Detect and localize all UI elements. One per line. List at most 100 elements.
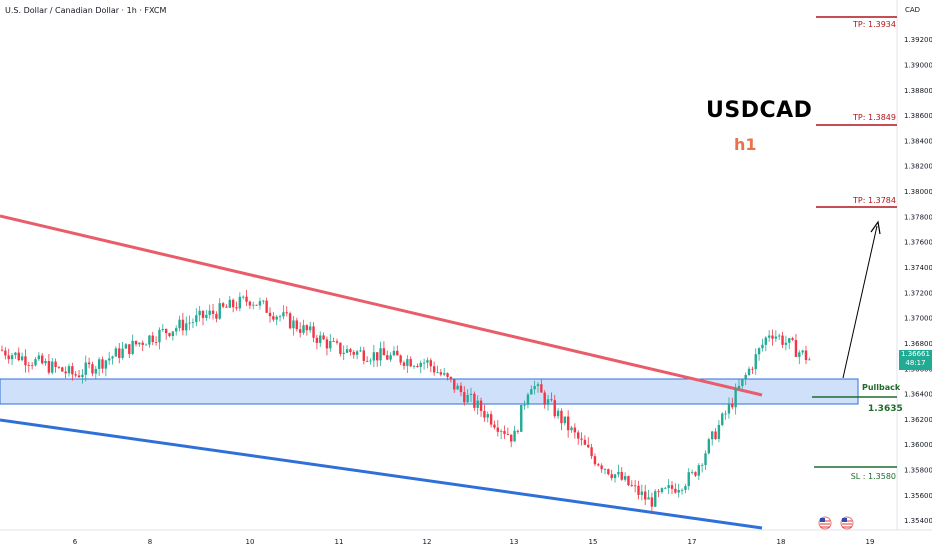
candle-up [262, 300, 265, 302]
candle-down [429, 360, 432, 367]
price-tick-label: 1.38400 [904, 137, 932, 145]
candle-down [560, 410, 563, 424]
candle-up [114, 348, 118, 357]
candle-down [409, 359, 412, 367]
candle-up [754, 354, 757, 370]
candles [0, 289, 811, 515]
candle-down [644, 491, 647, 500]
candle-up [412, 365, 416, 367]
candle-up [51, 361, 54, 373]
candle-up [175, 328, 178, 332]
candle-up [556, 410, 560, 417]
candle-up [617, 471, 620, 475]
candle-down [376, 352, 379, 361]
candle-down [315, 337, 319, 343]
candle-down [566, 416, 570, 431]
us-flag-icon [818, 516, 832, 530]
candle-down [510, 434, 513, 442]
candle-down [332, 340, 335, 342]
price-tick-label: 1.37800 [904, 213, 932, 221]
candle-down [714, 431, 717, 439]
candle-up [178, 319, 181, 329]
candle-up [171, 331, 175, 337]
candle-up [426, 360, 429, 363]
candle-up [761, 344, 764, 349]
candle-down [134, 340, 138, 345]
candle-up [466, 394, 469, 403]
candle-down [211, 310, 215, 315]
last-price-value: 1.36661 [901, 350, 930, 358]
candle-up [530, 389, 533, 395]
candle-up [677, 489, 680, 493]
candle-down [573, 427, 577, 433]
candle-down [141, 342, 144, 345]
candle-down [118, 348, 121, 358]
candle-up [603, 469, 607, 470]
candle-down [295, 320, 298, 330]
candle-down [71, 366, 74, 375]
candle-down [77, 375, 81, 378]
candle-up [319, 335, 322, 343]
candle-up [764, 337, 767, 345]
candle-up [124, 344, 128, 349]
candle-up [533, 386, 536, 390]
candle-up [208, 310, 211, 315]
time-tick-label: 11 [335, 538, 344, 546]
candle-down [402, 362, 406, 366]
candle-up [309, 326, 312, 331]
candle-down [399, 355, 402, 363]
candle-down [493, 424, 496, 428]
candle-down [386, 355, 389, 360]
candle-down [215, 314, 218, 319]
candle-up [647, 497, 650, 500]
candle-down [74, 374, 77, 376]
candle-down [597, 464, 600, 466]
candle-down [225, 306, 228, 308]
candle-down [325, 339, 329, 349]
tp3-label: TP: 1.3784 [852, 196, 896, 205]
candle-up [788, 338, 791, 343]
candle-up [443, 373, 446, 375]
candle-up [369, 360, 372, 362]
candle-down [781, 335, 784, 345]
candle-down [168, 333, 171, 337]
candle-up [660, 488, 664, 493]
candle-up [94, 368, 97, 374]
price-tick-label: 1.37400 [904, 264, 932, 272]
candle-down [432, 366, 436, 373]
candle-down [550, 399, 553, 401]
candle-down [771, 335, 774, 339]
candle-up [138, 342, 141, 345]
candle-up [711, 431, 714, 440]
price-tick-label: 1.38000 [904, 188, 932, 196]
candle-down [255, 304, 258, 306]
candle-down [543, 392, 546, 405]
candle-down [164, 328, 168, 334]
candle-down [650, 497, 654, 507]
candle-up [14, 352, 17, 356]
candle-down [674, 488, 677, 493]
candle-up [747, 368, 751, 375]
candle-down [607, 469, 610, 475]
timeframe-label: h1 [734, 135, 757, 154]
candle-up [469, 393, 473, 395]
candle-down [416, 365, 419, 367]
candle-up [372, 352, 376, 361]
candle-up [436, 372, 439, 374]
candle-down [627, 476, 630, 486]
candle-up [111, 356, 114, 359]
candle-down [47, 361, 51, 373]
candle-up [684, 486, 687, 490]
candle-up [205, 314, 208, 318]
us-flag-icon [840, 516, 854, 530]
candle-up [104, 360, 108, 369]
candle-down [637, 485, 640, 495]
time-tick-label: 8 [148, 538, 152, 546]
candle-up [613, 474, 617, 479]
candle-down [221, 303, 225, 307]
candle-up [499, 430, 503, 432]
time-tick-label: 6 [73, 538, 78, 546]
candle-down [248, 301, 252, 306]
tp1-label: TP: 1.3934 [852, 20, 896, 29]
